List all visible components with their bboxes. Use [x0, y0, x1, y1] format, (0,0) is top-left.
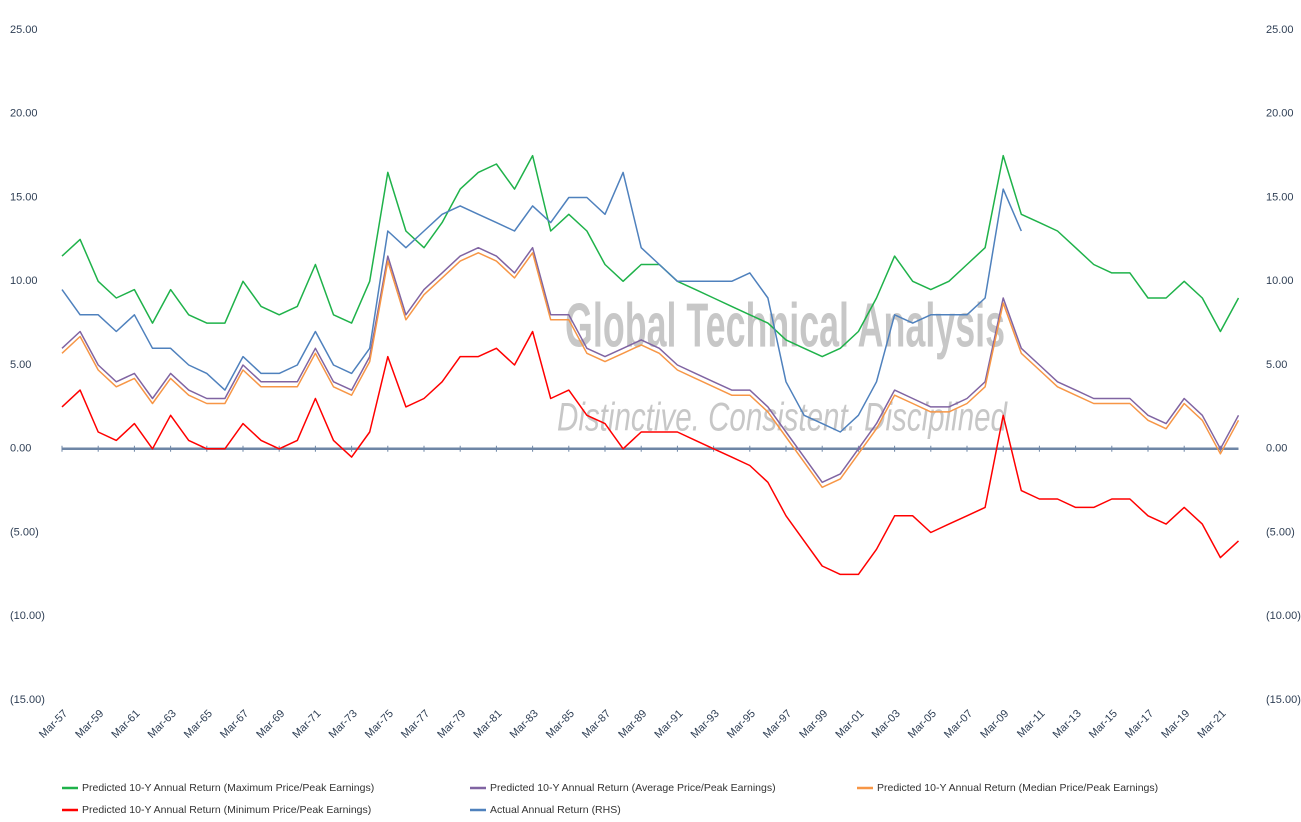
legend-label: Predicted 10-Y Annual Return (Average Pr… — [490, 782, 776, 794]
y-tick-label: 0.00 — [10, 443, 31, 455]
x-tick-label: Mar-81 — [471, 708, 504, 741]
x-tick-label: Mar-79 — [435, 708, 468, 741]
series-line — [61, 252, 1240, 489]
y-tick-label: (5.00) — [10, 526, 39, 538]
x-tick-label: Mar-85 — [544, 708, 577, 741]
y2-tick-label: 15.00 — [1266, 191, 1294, 203]
legend-label: Actual Annual Return (RHS) — [490, 804, 621, 816]
series-line — [61, 154, 1240, 358]
x-tick-label: Mar-03 — [870, 708, 903, 741]
x-tick-label: Mar-97 — [761, 708, 794, 741]
y2-tick-label: (15.00) — [1266, 694, 1301, 706]
y2-tick-label: 5.00 — [1266, 359, 1287, 371]
y-tick-label: (15.00) — [10, 694, 45, 706]
x-tick-label: Mar-73 — [327, 708, 360, 741]
x-tick-label: Mar-93 — [689, 708, 722, 741]
x-tick-label: Mar-61 — [109, 708, 142, 741]
x-tick-label: Mar-59 — [73, 708, 106, 741]
x-tick-label: Mar-21 — [1195, 708, 1228, 741]
watermark: Global Technical Analysis — [565, 291, 1005, 360]
y-tick-label: 25.00 — [10, 24, 38, 36]
x-tick-label: Mar-75 — [363, 708, 396, 741]
y-tick-label: 5.00 — [10, 359, 31, 371]
legend-label: Predicted 10-Y Annual Return (Maximum Pr… — [82, 782, 374, 794]
y-tick-label: (10.00) — [10, 610, 45, 622]
x-tick-label: Mar-15 — [1087, 708, 1120, 741]
y2-tick-label: (10.00) — [1266, 610, 1301, 622]
series-line — [61, 246, 1240, 484]
y-tick-label: 15.00 — [10, 191, 38, 203]
x-tick-label: Mar-91 — [652, 708, 685, 741]
y-tick-label: 20.00 — [10, 108, 38, 120]
series-line — [61, 171, 1022, 433]
x-tick-label: Mar-19 — [1159, 708, 1192, 741]
x-tick-label: Mar-11 — [1015, 708, 1048, 741]
x-tick-label: Mar-13 — [1051, 708, 1084, 741]
x-tick-label: Mar-05 — [906, 708, 939, 741]
legend-label: Predicted 10-Y Annual Return (Minimum Pr… — [82, 804, 371, 816]
y2-tick-label: 10.00 — [1266, 275, 1294, 287]
y-tick-label: 10.00 — [10, 275, 38, 287]
x-tick-label: Mar-87 — [580, 708, 613, 741]
y2-tick-label: 0.00 — [1266, 443, 1287, 455]
x-tick-label: Mar-07 — [942, 708, 975, 741]
x-tick-label: Mar-57 — [37, 708, 70, 741]
x-tick-label: Mar-95 — [725, 708, 758, 741]
x-tick-label: Mar-99 — [797, 708, 830, 741]
x-tick-label: Mar-65 — [182, 708, 215, 741]
x-tick-label: Mar-83 — [508, 708, 541, 741]
x-tick-label: Mar-01 — [833, 708, 866, 741]
x-tick-label: Mar-09 — [978, 708, 1011, 741]
x-tick-label: Mar-77 — [399, 708, 432, 741]
series-line — [61, 330, 1240, 576]
y2-tick-label: (5.00) — [1266, 526, 1295, 538]
x-tick-label: Mar-17 — [1123, 708, 1156, 741]
x-tick-label: Mar-89 — [616, 708, 649, 741]
x-tick-label: Mar-63 — [146, 708, 179, 741]
x-tick-label: Mar-71 — [290, 708, 323, 741]
x-tick-label: Mar-67 — [218, 708, 251, 741]
legend-label: Predicted 10-Y Annual Return (Median Pri… — [877, 782, 1158, 794]
y2-tick-label: 25.00 — [1266, 24, 1294, 36]
x-tick-label: Mar-69 — [254, 708, 287, 741]
y2-tick-label: 20.00 — [1266, 108, 1294, 120]
